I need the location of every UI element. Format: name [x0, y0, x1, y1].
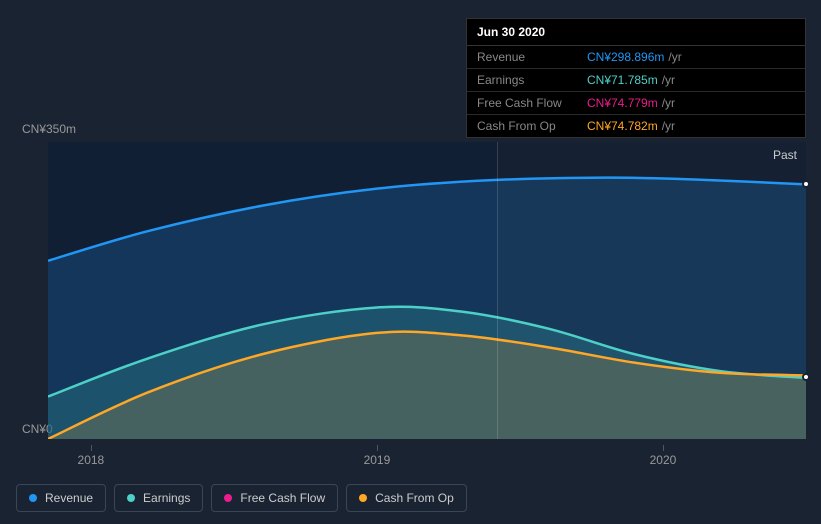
- x-tick-label: 2019: [364, 453, 391, 467]
- x-tick: [663, 445, 664, 451]
- chart-plot-area[interactable]: [48, 142, 806, 439]
- legend-item-free-cash-flow[interactable]: Free Cash Flow: [211, 484, 338, 512]
- tooltip-row: Free Cash FlowCN¥74.779m/yr: [467, 92, 805, 115]
- legend-label: Earnings: [143, 491, 190, 505]
- x-tick: [377, 445, 378, 451]
- x-tick-label: 2020: [650, 453, 677, 467]
- legend-dot-icon: [29, 494, 37, 502]
- data-tooltip: Jun 30 2020 RevenueCN¥298.896m/yrEarning…: [466, 18, 806, 138]
- tooltip-metric-label: Cash From Op: [477, 119, 587, 133]
- tooltip-metric-label: Free Cash Flow: [477, 96, 587, 110]
- tooltip-row: EarningsCN¥71.785m/yr: [467, 69, 805, 92]
- tooltip-metric-unit: /yr: [662, 96, 675, 110]
- series-end-marker: [802, 373, 810, 381]
- past-label: Past: [773, 148, 797, 162]
- legend-item-cash-from-op[interactable]: Cash From Op: [346, 484, 467, 512]
- tooltip-metric-value: CN¥74.782m: [587, 119, 658, 133]
- legend-label: Free Cash Flow: [240, 491, 325, 505]
- series-end-marker: [802, 180, 810, 188]
- tooltip-row: RevenueCN¥298.896m/yr: [467, 46, 805, 69]
- tooltip-metric-value: CN¥298.896m: [587, 50, 664, 64]
- tooltip-metric-value: CN¥74.779m: [587, 96, 658, 110]
- legend-dot-icon: [127, 494, 135, 502]
- legend-label: Revenue: [45, 491, 93, 505]
- tooltip-date: Jun 30 2020: [467, 19, 805, 46]
- tooltip-metric-unit: /yr: [668, 50, 681, 64]
- legend-dot-icon: [224, 494, 232, 502]
- legend-label: Cash From Op: [375, 491, 454, 505]
- tooltip-metric-unit: /yr: [662, 73, 675, 87]
- chart-legend: Revenue Earnings Free Cash Flow Cash From O…: [16, 484, 467, 512]
- tooltip-metric-label: Revenue: [477, 50, 587, 64]
- legend-dot-icon: [359, 494, 367, 502]
- tooltip-metric-unit: /yr: [662, 119, 675, 133]
- x-axis: 2018 2019 2020: [48, 445, 806, 465]
- y-axis-max-label: CN¥350m: [22, 122, 76, 136]
- legend-item-revenue[interactable]: Revenue: [16, 484, 106, 512]
- x-tick-label: 2018: [78, 453, 105, 467]
- tooltip-row: Cash From OpCN¥74.782m/yr: [467, 115, 805, 137]
- tooltip-metric-value: CN¥71.785m: [587, 73, 658, 87]
- time-divider: [497, 142, 498, 439]
- tooltip-metric-label: Earnings: [477, 73, 587, 87]
- x-tick: [91, 445, 92, 451]
- legend-item-earnings[interactable]: Earnings: [114, 484, 203, 512]
